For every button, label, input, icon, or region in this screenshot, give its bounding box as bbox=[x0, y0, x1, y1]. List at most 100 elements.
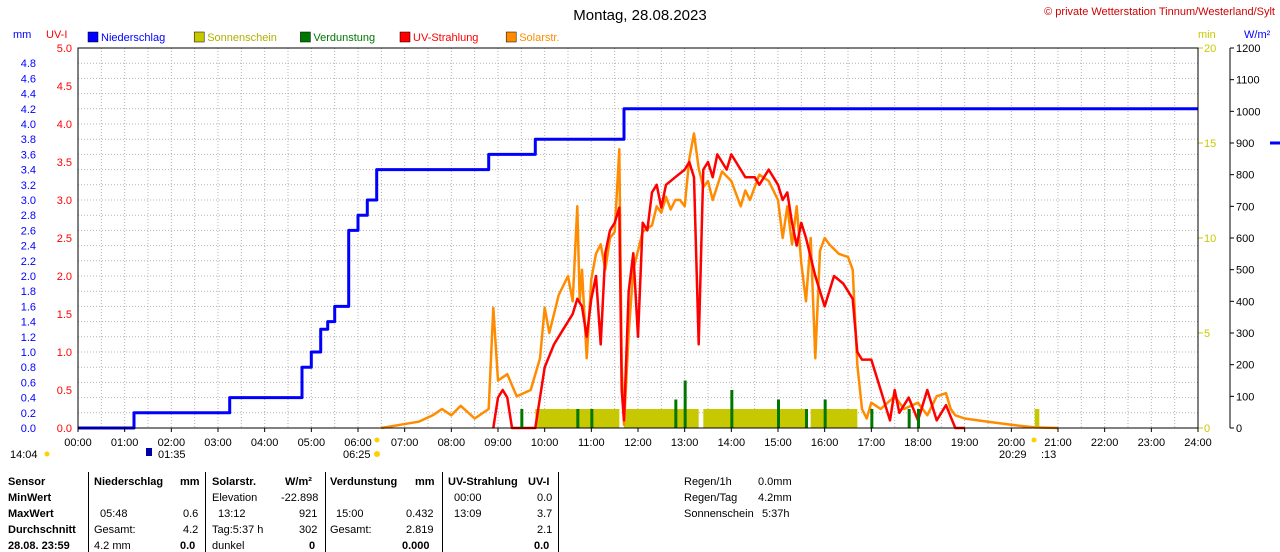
sun-label: Sonnenschein bbox=[684, 508, 754, 520]
uv-tick-label: 0.0 bbox=[57, 423, 72, 435]
legend-swatch bbox=[87, 31, 99, 43]
x-tick-label: 10:00 bbox=[531, 437, 559, 449]
x-tick-label: 05:00 bbox=[298, 437, 326, 449]
x-tick-label: 19:00 bbox=[951, 437, 979, 449]
evaporation-spike bbox=[777, 399, 780, 428]
evaporation-spike bbox=[683, 380, 687, 428]
uv-max-time: 13:09 bbox=[454, 508, 482, 520]
sunset-marker bbox=[1031, 437, 1037, 443]
min-tick-label: 5 bbox=[1204, 328, 1210, 340]
evap-total-label: Gesamt: bbox=[330, 524, 372, 536]
moonset-time: 01:35 bbox=[158, 449, 186, 461]
legend-swatch bbox=[300, 31, 311, 43]
wm2-tick-label: 800 bbox=[1236, 170, 1254, 182]
mm-tick-label: 4.4 bbox=[21, 89, 36, 101]
uv-tick-label: 2.5 bbox=[57, 233, 72, 245]
moonrise-marker bbox=[44, 451, 50, 457]
uv-header: UV-Strahlung bbox=[448, 476, 518, 488]
evaporation-spike bbox=[823, 399, 827, 428]
legend-label: Solarstr. bbox=[519, 32, 559, 44]
solar-elev-val: -22.898 bbox=[281, 492, 319, 504]
uv-axis-unit: UV-I bbox=[46, 29, 67, 41]
series-line-solarstr bbox=[381, 132, 1059, 430]
uv-tick-label: 2.0 bbox=[57, 271, 72, 283]
mm-tick-label: 2.6 bbox=[21, 225, 36, 237]
mm-tick-label: 0.4 bbox=[21, 393, 36, 405]
solar-max-val: 921 bbox=[299, 508, 318, 520]
wm2-tick-label: 500 bbox=[1236, 265, 1254, 277]
mm-axis-unit: mm bbox=[13, 29, 31, 41]
x-tick-label: 03:00 bbox=[204, 437, 232, 449]
mm-tick-label: 0.6 bbox=[21, 377, 36, 389]
uv-tick-label: 0.5 bbox=[57, 385, 72, 397]
mm-tick-label: 1.0 bbox=[21, 347, 36, 359]
evap-total-val: 2.819 bbox=[406, 524, 434, 536]
evaporation-spike bbox=[730, 390, 734, 428]
uv-max-val: 3.7 bbox=[537, 508, 553, 520]
x-tick-label: 06:00 bbox=[344, 437, 372, 449]
evaporation-spike bbox=[520, 409, 524, 428]
copyright-note: © private Wetterstation Tinnum/Westerlan… bbox=[1044, 6, 1275, 18]
x-tick-label: 23:00 bbox=[1138, 437, 1166, 449]
sunshine-block bbox=[624, 409, 699, 428]
evap-max-time: 15:00 bbox=[336, 508, 364, 520]
rain-sum-right: 0.0 bbox=[180, 540, 196, 552]
wm2-tick-label: 1100 bbox=[1236, 75, 1260, 87]
axis-labels: 00:00 01:00 02:00 03:00 04:00 05:00 06:00 07:00… bbox=[10, 43, 1260, 461]
rain-1h-val: 0.0mm bbox=[758, 476, 792, 488]
series-line-niederschlag bbox=[78, 107, 1198, 430]
rain-unit: mm bbox=[180, 476, 200, 488]
legend-label: Niederschlag bbox=[101, 32, 165, 44]
uv-tick-label: 1.5 bbox=[57, 309, 72, 321]
rain-max-time: 05:48 bbox=[100, 508, 128, 520]
mm-tick-label: 3.8 bbox=[21, 134, 36, 146]
series-line-uv-strahlung bbox=[492, 153, 965, 430]
wm2-tick-label: 700 bbox=[1236, 201, 1254, 213]
evap-header: Verdunstung bbox=[330, 476, 398, 488]
evaporation-spike bbox=[576, 409, 580, 428]
statistics-table: Sensor MinWert MaxWert Durchschnitt 28.0… bbox=[0, 472, 1280, 552]
x-tick-label: 20:00 bbox=[998, 437, 1026, 449]
mm-tick-label: 0.2 bbox=[21, 408, 36, 420]
wm2-tick-label: 100 bbox=[1236, 391, 1254, 403]
moonset-marker bbox=[146, 448, 152, 456]
date-label: 28.08. 23:59 bbox=[8, 540, 70, 552]
uv-tick-label: 4.0 bbox=[57, 119, 72, 131]
legend-swatch bbox=[193, 31, 205, 43]
x-tick-label: 14:00 bbox=[718, 437, 746, 449]
sunrise-marker bbox=[374, 451, 380, 457]
uv-last-val: 0.0 bbox=[534, 540, 550, 552]
evap-max-val: 0.432 bbox=[406, 508, 434, 520]
x-tick-label: 22:00 bbox=[1091, 437, 1119, 449]
mm-tick-label: 2.0 bbox=[21, 271, 36, 283]
rain-day-val: 4.2mm bbox=[758, 492, 792, 504]
wm2-tick-label: 300 bbox=[1236, 328, 1254, 340]
sunshine-marker bbox=[1034, 409, 1040, 428]
rain-total-val: 4.2 bbox=[183, 524, 199, 536]
chart-legend: Niederschlag Sonnenschein Verdunstung UV-St… bbox=[87, 31, 560, 44]
mm-tick-label: 3.4 bbox=[21, 165, 36, 177]
solar-day-val: 302 bbox=[299, 524, 318, 536]
wm2-tick-label: 200 bbox=[1236, 360, 1254, 372]
mm-tick-label: 1.2 bbox=[21, 332, 36, 344]
x-tick-label: 08:00 bbox=[438, 437, 466, 449]
solar-header: Solarstr. bbox=[212, 476, 257, 488]
uv-tick-label: 5.0 bbox=[57, 43, 72, 55]
mm-tick-label: 2.8 bbox=[21, 210, 36, 222]
wm2-tick-label: 1000 bbox=[1236, 106, 1260, 118]
uv-avg-val: 2.1 bbox=[537, 524, 553, 536]
uv-tick-label: 3.5 bbox=[57, 157, 72, 169]
sunshine-block bbox=[810, 409, 858, 428]
x-tick-label: 04:00 bbox=[251, 437, 279, 449]
moonrise-time: 14:04 bbox=[10, 449, 38, 461]
solar-unit: W/m² bbox=[285, 476, 312, 488]
x-tick-label: 18:00 bbox=[904, 437, 932, 449]
mm-tick-label: 2.4 bbox=[21, 241, 36, 253]
x-tick-label: 11:00 bbox=[578, 437, 605, 449]
solar-day-label: Tag:5:37 h bbox=[212, 524, 264, 536]
x-tick-label: 07:00 bbox=[391, 437, 419, 449]
rain-day-label: Regen/Tag bbox=[684, 492, 738, 504]
legend-label: Verdunstung bbox=[313, 32, 375, 44]
min-axis-unit: min bbox=[1198, 29, 1216, 41]
sunset-time: 20:29 bbox=[999, 449, 1027, 461]
